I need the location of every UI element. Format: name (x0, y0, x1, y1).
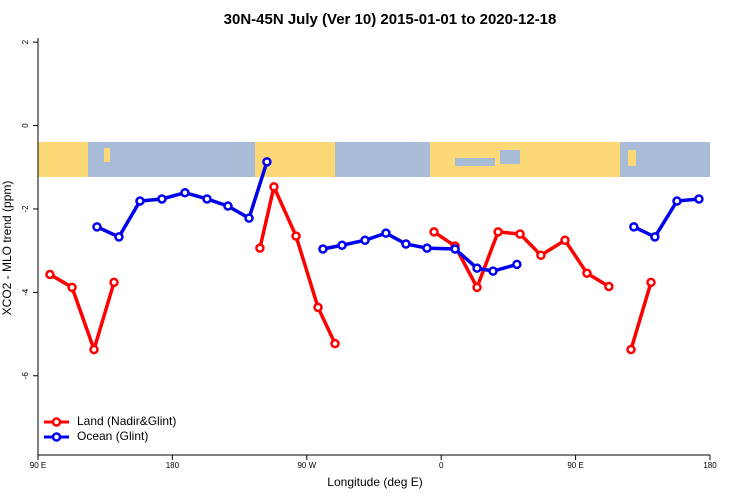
land-strip (104, 148, 110, 162)
x-tick-label: 180 (166, 461, 180, 470)
point (604, 281, 614, 292)
series-line (96, 161, 700, 273)
point (560, 235, 570, 245)
point (488, 266, 498, 276)
sea-strip (455, 158, 495, 166)
point (262, 157, 272, 167)
point (269, 182, 279, 192)
point (135, 196, 145, 206)
point (223, 201, 233, 211)
point (92, 222, 102, 232)
x-tick-label: 90 W (297, 461, 316, 470)
x-tick-label: 90 E (30, 461, 46, 470)
point (109, 277, 119, 288)
point (646, 277, 656, 288)
y-tick-label: 0 (21, 123, 30, 128)
point (89, 344, 99, 355)
point (114, 232, 124, 242)
point (672, 196, 682, 206)
point (515, 229, 525, 239)
legend-label: Land (Nadir&Glint) (77, 414, 176, 428)
point (472, 263, 482, 273)
y-tick-label: -6 (21, 372, 30, 380)
y-tick-label: -2 (21, 205, 30, 213)
point (67, 282, 77, 293)
point (582, 268, 592, 278)
point (512, 259, 522, 270)
point (422, 243, 432, 253)
point (381, 228, 391, 238)
point (650, 232, 660, 242)
x-axis-label: Longitude (deg E) (327, 475, 422, 489)
point (291, 231, 301, 241)
point (629, 222, 639, 232)
y-axis-label: XCO2 - MLO trend (ppm) (0, 181, 14, 316)
point (157, 194, 167, 204)
sea-strip (500, 150, 520, 164)
legend-label: Ocean (Glint) (77, 429, 148, 443)
point (318, 244, 328, 254)
point (255, 243, 265, 253)
point (429, 227, 439, 237)
legend-marker (51, 417, 62, 427)
point (401, 239, 411, 249)
x-tick-label: 90 E (567, 461, 583, 470)
x-tick-label: 180 (703, 461, 717, 470)
chart-title: 30N-45N July (Ver 10) 2015-01-01 to 2020… (224, 11, 557, 28)
legend-marker (51, 432, 62, 442)
land-strip (628, 150, 636, 166)
point (202, 194, 212, 204)
land-strip (38, 142, 88, 177)
point (180, 187, 190, 198)
series-line (49, 181, 653, 356)
point (472, 282, 482, 293)
y-tick-label: 2 (21, 39, 30, 44)
point (626, 344, 636, 355)
point (313, 302, 323, 313)
point (45, 269, 55, 280)
point (360, 235, 370, 245)
point (330, 338, 340, 349)
point (450, 244, 460, 254)
x-tick-label: 0 (439, 461, 444, 470)
map-strip (38, 142, 710, 177)
point (694, 194, 704, 204)
point (493, 227, 503, 237)
point (337, 240, 347, 250)
point (536, 250, 546, 261)
point (244, 213, 254, 223)
y-tick-label: -4 (21, 288, 30, 296)
